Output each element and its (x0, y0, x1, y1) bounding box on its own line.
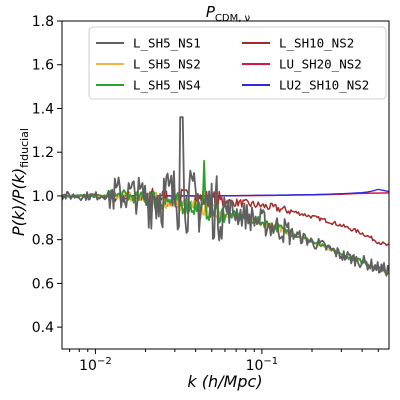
legend-label: L_SH5_NS1 (133, 36, 201, 51)
y-tick-label: 1.6 (32, 58, 54, 74)
x-axis: 10−2 10−1 (69, 349, 379, 374)
plot-area-frame (61, 20, 390, 350)
y-tick-label: 0.8 (32, 233, 54, 249)
series-layer (62, 116, 389, 277)
legend-box (88, 26, 387, 100)
y-tick-label: 1.2 (32, 145, 54, 161)
legend-label: L_SH10_NS2 (279, 36, 354, 51)
y-tick-label: 1.0 (32, 189, 54, 205)
y-axis-label: P(k)/P(k)fiducial (9, 128, 31, 236)
y-tick-label: 0.6 (32, 276, 54, 292)
y-tick-label: 0.4 (32, 320, 54, 336)
legend-label: LU2_SH10_NS2 (279, 78, 369, 93)
chart-title: PCDM, ν (206, 3, 251, 24)
y-tick-label: 1.4 (32, 101, 54, 117)
y-axis: 0.4 0.6 0.8 1.0 1.2 1.4 1.6 1.8 (32, 14, 62, 336)
y-tick-label: 1.8 (32, 14, 54, 30)
legend: L_SH5_NS1 L_SH5_NS2 L_SH5_NS4 L_SH10_NS2 LU_… (88, 26, 387, 100)
x-axis-label: k (h/Mpc) (187, 372, 262, 391)
legend-label: L_SH5_NS4 (133, 78, 201, 93)
x-tick-label: 10−2 (79, 356, 112, 374)
series-line-l_sh5_ns1 (62, 116, 389, 277)
legend-label: LU_SH20_NS2 (279, 57, 362, 72)
x-tick-label: 10−1 (246, 356, 279, 374)
legend-label: L_SH5_NS2 (133, 57, 201, 72)
